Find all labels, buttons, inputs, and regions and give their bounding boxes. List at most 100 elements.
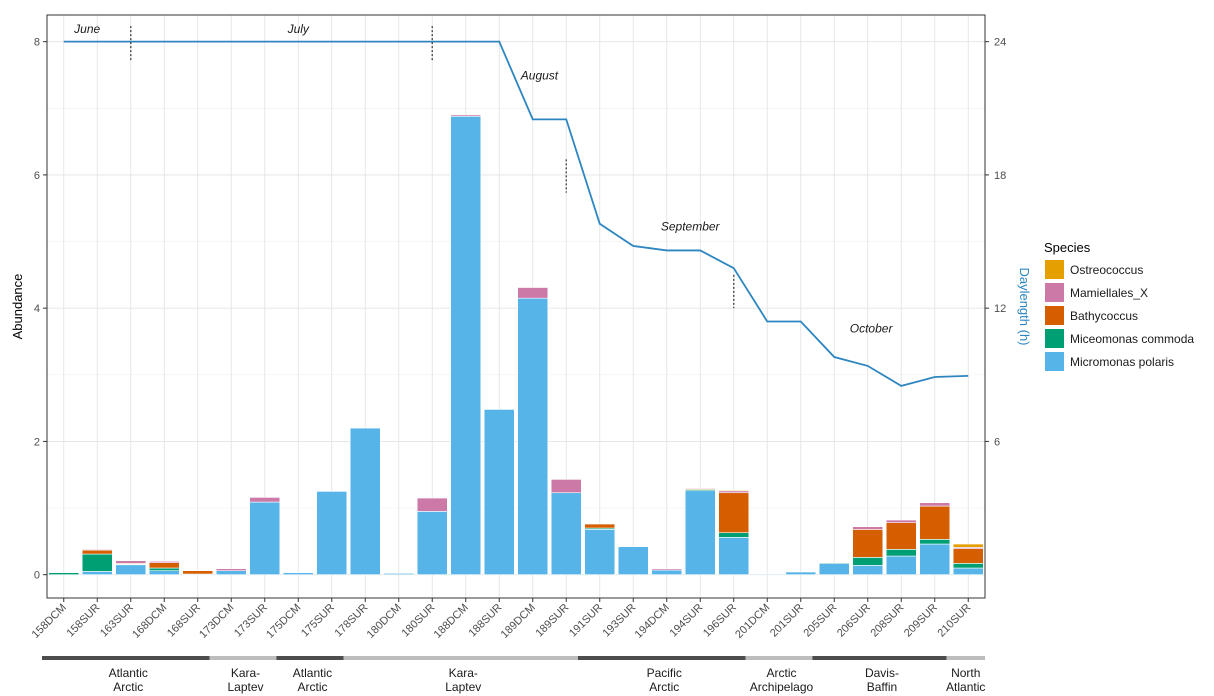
legend-swatch [1045, 306, 1064, 325]
plot-frame [46, 14, 986, 599]
bar-segment [81, 553, 113, 572]
month-label: June [73, 22, 100, 36]
month-label: July [287, 22, 310, 36]
x-tick-label: 168DCM [130, 602, 169, 641]
bar-segment [148, 561, 180, 563]
region-label: Arctic [766, 666, 796, 680]
bar-segment [148, 562, 180, 569]
bar-segment [316, 491, 348, 575]
bar-segment [550, 479, 582, 494]
month-annotations: June July August September October [73, 22, 893, 336]
bar-segment [416, 511, 448, 575]
x-tick-label: 210SUR [935, 602, 973, 640]
region-label: Laptev [445, 680, 481, 694]
region-band [343, 656, 583, 660]
x-tick-label: 173DCM [197, 602, 236, 641]
bar-segment [818, 563, 850, 575]
y-tick-label: 2 [34, 436, 40, 448]
x-tick-label: 206SUR [835, 602, 873, 640]
bar-segment [215, 570, 247, 575]
region-band [42, 656, 215, 660]
bar-segment [885, 555, 917, 575]
bar-segment [785, 571, 817, 575]
y2-axis-title: Daylength (h) [1017, 267, 1032, 345]
x-tick-label: 158SUR [64, 602, 102, 640]
legend: Species Ostreococcus Mamiellales_X Bathycoc… [1044, 240, 1194, 371]
bar-segment [919, 543, 951, 575]
bar-segment [81, 571, 113, 575]
bar-segment [651, 568, 683, 571]
region-label: North [951, 666, 980, 680]
x-tick-label: 178SUR [332, 602, 370, 640]
bar-segment [818, 562, 850, 564]
region-label: Pacific [647, 666, 682, 680]
x-tick-label: 173SUR [232, 602, 270, 640]
x-tick-label: 168SUR [165, 602, 203, 640]
bar-segment [952, 567, 984, 575]
region-label: Atlantic [109, 666, 148, 680]
legend-swatch [1045, 260, 1064, 279]
legend-swatch [1045, 283, 1064, 302]
x-tick-label: 188DCM [432, 602, 471, 641]
region-label: Kara- [231, 666, 260, 680]
region-band [276, 656, 349, 660]
daylength-series-line [63, 40, 969, 387]
bar-segment [617, 546, 649, 575]
legend-label: Micromonas polaris [1070, 355, 1174, 369]
region-label: Laptev [227, 680, 263, 694]
month-label: October [850, 322, 894, 336]
region-label: Davis- [865, 666, 899, 680]
bar-segment [550, 492, 582, 575]
region-label: Arctic [649, 680, 679, 694]
bar-segment [852, 529, 884, 558]
bars [48, 114, 984, 576]
x-tick-label: 189DCM [499, 602, 538, 641]
legend-swatch [1045, 329, 1064, 348]
x-tick-label: 175SUR [299, 602, 337, 640]
legend-label: Bathycoccus [1070, 309, 1138, 323]
x-tick-label: 196SUR [701, 602, 739, 640]
bar-segment [651, 569, 683, 575]
bar-segment [919, 502, 951, 507]
bar-segment [148, 570, 180, 575]
bar-segment [517, 287, 549, 299]
x-tick-label: 191SUR [567, 602, 605, 640]
bar-segment [718, 532, 750, 538]
bar-segment [282, 572, 314, 575]
panel-border [46, 14, 986, 599]
bar-segment [885, 522, 917, 550]
bar-segment [383, 573, 415, 575]
legend-label: Miceomonas commoda [1070, 332, 1194, 346]
bar-segment [852, 565, 884, 575]
region-label: Arctic [297, 680, 327, 694]
bar-segment [81, 549, 113, 551]
month-label: September [661, 219, 721, 233]
bar-segment [215, 568, 247, 571]
region-band [812, 656, 952, 660]
x-tick-label: 180DCM [365, 602, 404, 641]
bar-segment [852, 557, 884, 566]
x-tick-label: 175DCM [264, 602, 303, 641]
legend-label: Mamiellales_X [1070, 286, 1148, 300]
x-tick-label: 158DCM [30, 602, 69, 641]
x-tick-label: 180SUR [399, 602, 437, 640]
bar-segment [952, 543, 984, 548]
x-tick-label: 209SUR [902, 602, 940, 640]
x-tick-label: 201SUR [768, 602, 806, 640]
bar-segment [718, 537, 750, 575]
region-label: Atlantic [293, 666, 332, 680]
region-label: Atlantic [946, 680, 985, 694]
region-label: Archipelago [750, 680, 814, 694]
y2-tick-label: 18 [994, 170, 1006, 182]
bar-segment [148, 567, 180, 571]
bar-segment [952, 548, 984, 564]
y-tick-label: 0 [34, 570, 40, 582]
x-tick-label: 193SUR [600, 602, 638, 640]
month-label: August [520, 68, 559, 82]
bar-segment [416, 497, 448, 512]
bar-segment [684, 490, 716, 575]
region-label: Baffin [867, 680, 897, 694]
bar-segment [584, 523, 616, 529]
y-tick-label: 4 [34, 303, 40, 315]
